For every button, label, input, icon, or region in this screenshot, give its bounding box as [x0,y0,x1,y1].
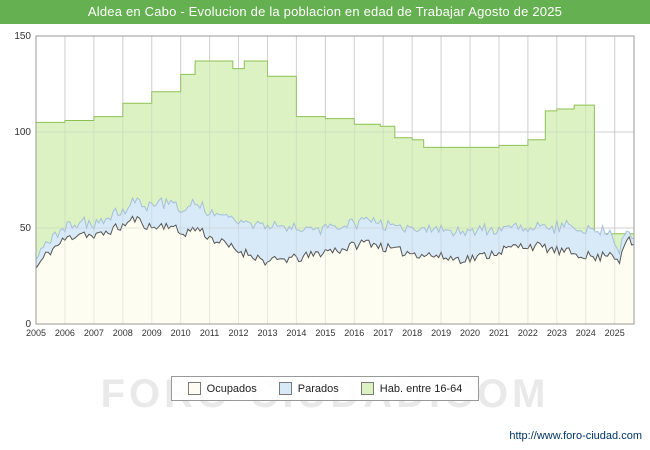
svg-text:2014: 2014 [286,328,306,338]
svg-text:2005: 2005 [26,328,46,338]
svg-text:2018: 2018 [402,328,422,338]
svg-text:50: 50 [20,223,32,234]
chart-title-bar: Aldea en Cabo - Evolucion de la poblacio… [0,0,650,24]
parados-swatch-icon [278,382,292,395]
legend: Ocupados Parados Hab. entre 16-64 [170,376,480,401]
svg-text:2021: 2021 [489,328,509,338]
legend-item-hab-16-64: Hab. entre 16-64 [360,382,463,395]
population-area-chart: 0 50 100 150 2005 2006 2007 2008 2009 2010 2011 201… [14,31,635,338]
svg-text:2020: 2020 [460,328,480,338]
svg-text:2006: 2006 [55,328,75,338]
footer: http://www.foro-ciudad.com [509,430,642,442]
svg-text:2008: 2008 [113,328,133,338]
svg-text:2016: 2016 [344,328,364,338]
legend-label-hab-16-64: Hab. entre 16-64 [379,382,463,395]
svg-text:0: 0 [25,319,31,330]
svg-text:100: 100 [14,127,31,138]
svg-text:2009: 2009 [142,328,162,338]
legend-item-ocupados: Ocupados [187,382,257,395]
svg-text:2013: 2013 [257,328,277,338]
svg-text:2012: 2012 [229,328,249,338]
ocupados-swatch-icon [187,382,201,395]
chart-wrap: 0 50 100 150 2005 2006 2007 2008 2009 2010 2011 201… [0,24,650,354]
legend-label-ocupados: Ocupados [206,382,257,395]
hab-16-64-swatch-icon [360,382,374,395]
legend-row: FORO-CIUDAD.COM Ocupados Parados Hab. en… [0,372,650,436]
footer-url-link[interactable]: http://www.foro-ciudad.com [509,430,642,442]
svg-text:2007: 2007 [84,328,104,338]
svg-text:2010: 2010 [171,328,191,338]
legend-item-parados: Parados [278,382,339,395]
svg-text:2023: 2023 [547,328,567,338]
svg-text:2024: 2024 [576,328,596,338]
svg-text:2011: 2011 [200,328,219,338]
legend-label-parados: Parados [297,382,339,395]
svg-text:150: 150 [14,31,31,42]
svg-text:2022: 2022 [518,328,538,338]
svg-text:2019: 2019 [431,328,451,338]
svg-text:2017: 2017 [373,328,393,338]
svg-text:2015: 2015 [315,328,335,338]
svg-text:2025: 2025 [605,328,625,338]
